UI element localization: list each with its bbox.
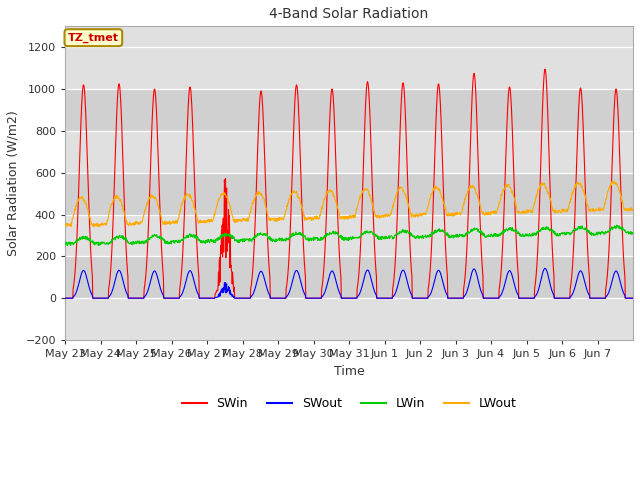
Line: LWout: LWout bbox=[65, 181, 633, 227]
LWin bbox=[613, 222, 621, 228]
X-axis label: Time: Time bbox=[333, 365, 364, 378]
LWin bbox=[63, 242, 71, 248]
Bar bbox=[65, 256, 633, 298]
SWin bbox=[334, 220, 342, 226]
LWout bbox=[324, 189, 332, 195]
LWin bbox=[61, 240, 69, 245]
Legend: SWin, SWout, LWin, LWout: SWin, SWout, LWin, LWout bbox=[177, 392, 522, 415]
SWin bbox=[566, 286, 574, 292]
SWout bbox=[150, 268, 157, 274]
Line: SWin: SWin bbox=[65, 69, 633, 298]
SWout bbox=[629, 295, 637, 301]
Text: TZ_tmet: TZ_tmet bbox=[68, 33, 119, 43]
SWout bbox=[323, 281, 331, 287]
LWout bbox=[335, 208, 342, 214]
Title: 4-Band Solar Radiation: 4-Band Solar Radiation bbox=[269, 7, 429, 21]
SWout bbox=[61, 295, 69, 301]
Y-axis label: Solar Radiation (W/m2): Solar Radiation (W/m2) bbox=[7, 110, 20, 256]
LWin bbox=[483, 233, 491, 239]
Line: SWout: SWout bbox=[65, 268, 633, 298]
SWout bbox=[541, 265, 549, 271]
SWout bbox=[334, 286, 342, 291]
LWout bbox=[61, 223, 69, 228]
Bar bbox=[65, 173, 633, 215]
LWin bbox=[150, 233, 158, 239]
SWout bbox=[622, 295, 630, 301]
SWin bbox=[629, 295, 637, 301]
LWout bbox=[150, 195, 158, 201]
SWin bbox=[622, 295, 630, 301]
LWout bbox=[483, 212, 491, 217]
LWin bbox=[629, 230, 637, 236]
SWin bbox=[541, 66, 549, 72]
SWout bbox=[566, 294, 574, 300]
LWout bbox=[622, 208, 630, 214]
SWin bbox=[61, 295, 69, 301]
LWin bbox=[324, 232, 332, 238]
LWin bbox=[335, 232, 342, 238]
SWin bbox=[323, 189, 331, 194]
SWout bbox=[483, 295, 490, 301]
LWout bbox=[610, 178, 618, 184]
LWin bbox=[566, 230, 574, 236]
SWin bbox=[483, 295, 490, 301]
LWin bbox=[622, 229, 630, 235]
LWout bbox=[566, 200, 574, 205]
LWout bbox=[94, 224, 102, 229]
Line: LWin: LWin bbox=[65, 225, 633, 245]
LWout bbox=[629, 206, 637, 212]
Bar bbox=[65, 89, 633, 131]
SWin bbox=[150, 89, 157, 95]
